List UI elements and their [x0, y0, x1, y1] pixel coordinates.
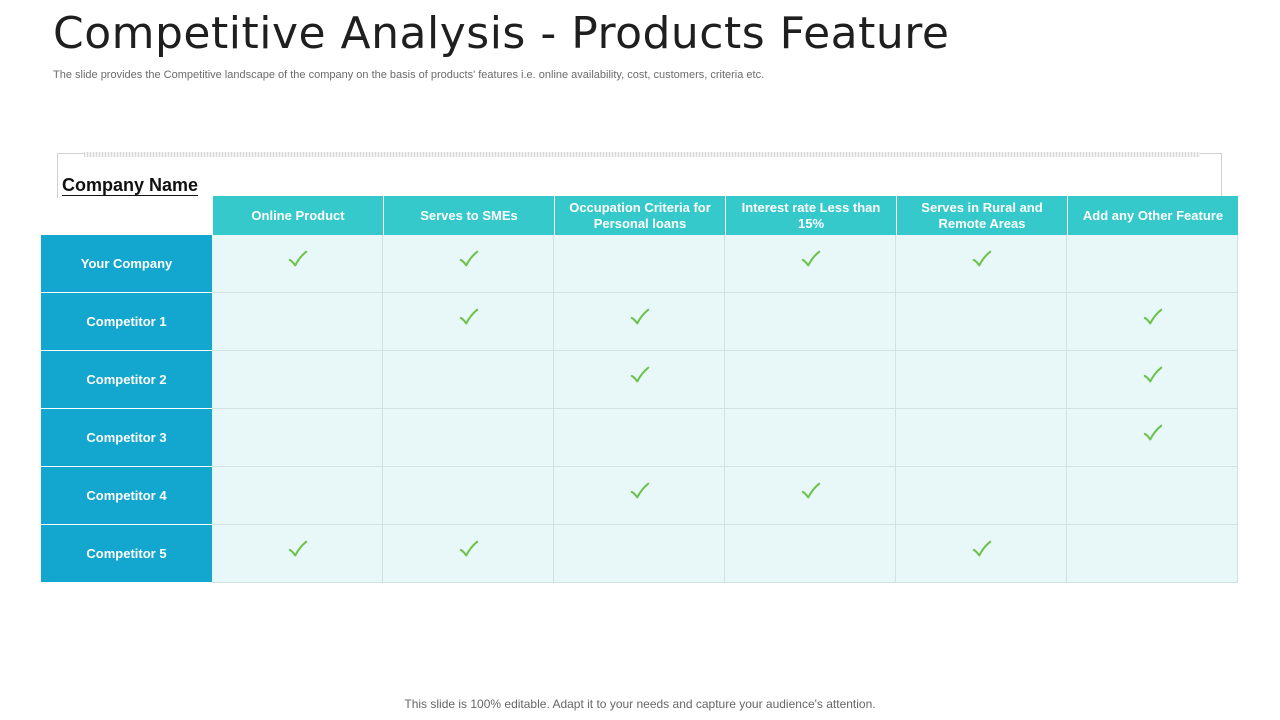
row-label: Competitor 5 — [41, 525, 212, 583]
column-header: Online Product — [212, 196, 383, 235]
table-cell — [383, 525, 554, 583]
check-icon — [630, 308, 649, 325]
frame-texture — [84, 152, 1200, 157]
table-cell — [1067, 351, 1238, 409]
table-cell — [212, 525, 383, 583]
table-cell — [554, 351, 725, 409]
check-icon — [1143, 424, 1162, 441]
check-icon — [1143, 366, 1162, 383]
table-cell — [212, 409, 383, 467]
table-cell — [896, 235, 1067, 293]
table-cell — [1067, 525, 1238, 583]
table-cell — [896, 525, 1067, 583]
column-header: Occupation Criteria for Personal loans — [554, 196, 725, 235]
table-cell — [383, 467, 554, 525]
table-frame — [57, 153, 1222, 198]
check-icon — [288, 540, 307, 557]
row-label: Competitor 4 — [41, 467, 212, 525]
table-cell — [212, 467, 383, 525]
table-cell — [383, 351, 554, 409]
table-cell — [1067, 467, 1238, 525]
column-header: Add any Other Feature — [1067, 196, 1238, 235]
table-cell — [896, 293, 1067, 351]
check-icon — [630, 366, 649, 383]
row-label: Competitor 3 — [41, 409, 212, 467]
table-cell — [725, 293, 896, 351]
table-cell — [212, 351, 383, 409]
slide-subtitle: The slide provides the Competitive lands… — [53, 69, 765, 81]
check-icon — [801, 482, 820, 499]
table-cell — [554, 467, 725, 525]
table-cell — [383, 409, 554, 467]
table-cell — [212, 293, 383, 351]
table-cell — [1067, 409, 1238, 467]
check-icon — [459, 250, 478, 267]
check-icon — [801, 250, 820, 267]
table-cell — [383, 235, 554, 293]
table-cell — [1067, 293, 1238, 351]
table-cell — [554, 235, 725, 293]
company-name-label: Company Name — [62, 175, 199, 195]
row-label: Competitor 2 — [41, 351, 212, 409]
table-cell — [725, 525, 896, 583]
check-icon — [459, 308, 478, 325]
table-cell — [896, 409, 1067, 467]
slide-footer: This slide is 100% editable. Adapt it to… — [404, 697, 876, 711]
check-icon — [972, 540, 991, 557]
column-header: Serves to SMEs — [383, 196, 554, 235]
table-cell — [725, 467, 896, 525]
slide-title: Competitive Analysis - Products Feature — [53, 8, 950, 59]
table-cell — [896, 467, 1067, 525]
column-header: Interest rate Less than 15% — [725, 196, 896, 235]
column-header: Serves in Rural and Remote Areas — [896, 196, 1067, 235]
check-icon — [288, 250, 307, 267]
table-cell — [212, 235, 383, 293]
check-icon — [1143, 308, 1162, 325]
table-cell — [725, 351, 896, 409]
feature-matrix: Online Product Serves to SMEs Occupation C… — [41, 196, 1238, 584]
row-label: Competitor 1 — [41, 293, 212, 351]
table-cell — [383, 293, 554, 351]
table-cell — [554, 409, 725, 467]
table-cell — [1067, 235, 1238, 293]
table-cell — [554, 525, 725, 583]
table-cell — [725, 235, 896, 293]
table-cell — [554, 293, 725, 351]
table-cell — [725, 409, 896, 467]
check-icon — [459, 540, 478, 557]
row-label: Your Company — [41, 235, 212, 293]
table-cell — [896, 351, 1067, 409]
check-icon — [972, 250, 991, 267]
check-icon — [630, 482, 649, 499]
